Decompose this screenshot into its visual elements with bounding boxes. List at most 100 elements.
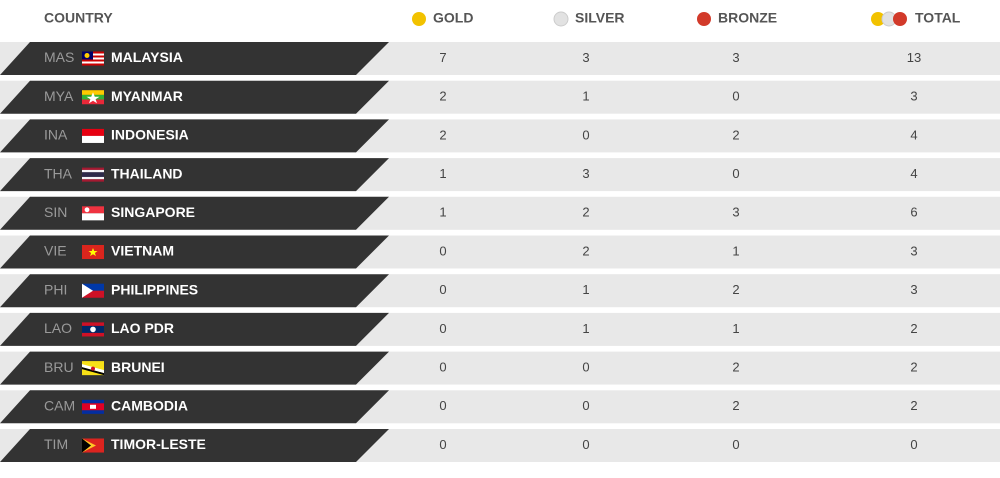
total-count: 3 — [910, 243, 917, 258]
table-row: PHI PHILIPPINES 0 1 2 3 — [0, 274, 1000, 308]
total-count: 2 — [910, 360, 917, 375]
gold-count: 1 — [439, 166, 446, 181]
country-code: THA — [44, 165, 73, 181]
total-count: 4 — [910, 166, 917, 181]
bronze-count: 3 — [732, 50, 739, 65]
flag — [82, 167, 104, 182]
country-name: VIETNAM — [111, 243, 174, 259]
flag-stripe — [82, 410, 104, 414]
flag-stripe — [82, 176, 104, 180]
country-code: MAS — [44, 49, 74, 65]
flag-emblem — [90, 404, 96, 409]
country-band — [0, 80, 389, 114]
country-band — [0, 390, 389, 424]
country-name: TIMOR-LESTE — [111, 436, 206, 452]
gold-count: 0 — [439, 321, 446, 336]
flag — [82, 51, 104, 66]
flag-emblem — [88, 248, 98, 256]
gold-count: 0 — [439, 437, 446, 452]
table-row: INA INDONESIA 2 0 2 4 — [0, 119, 1000, 153]
country-code: INA — [44, 127, 68, 143]
flag — [82, 206, 104, 221]
silver-count: 3 — [582, 166, 589, 181]
flag-emblem — [91, 366, 95, 371]
silver-count: 3 — [582, 50, 589, 65]
table-row: TIM TIMOR-LESTE 0 0 0 0 — [0, 429, 1000, 462]
flag-emblem — [84, 53, 90, 58]
bronze-count: 1 — [732, 243, 739, 258]
bronze-count: 1 — [732, 321, 739, 336]
table-row: LAO LAO PDR 0 1 1 2 — [0, 312, 1000, 346]
bronze-count: 2 — [732, 398, 739, 413]
flag-emblem — [82, 283, 93, 298]
total-count: 13 — [907, 50, 921, 65]
flag-emblem — [86, 92, 100, 104]
silver-count: 0 — [582, 437, 589, 452]
country-code: PHI — [44, 281, 67, 297]
total-count: 3 — [910, 282, 917, 297]
bronze-count: 3 — [732, 205, 739, 220]
header-total: TOTAL — [915, 10, 961, 26]
flag-emblem — [84, 207, 90, 213]
flag — [82, 90, 104, 105]
bronze-count: 0 — [732, 89, 739, 104]
flag — [82, 128, 104, 143]
country-name: SINGAPORE — [111, 204, 195, 220]
country-code: MYA — [44, 88, 74, 104]
bronze-count: 0 — [732, 166, 739, 181]
total-icon — [871, 11, 907, 27]
country-name: INDONESIA — [111, 127, 189, 143]
gold-count: 1 — [439, 205, 446, 220]
total-count: 6 — [910, 205, 917, 220]
country-name: BRUNEI — [111, 359, 165, 375]
header-gold: GOLD — [433, 10, 473, 26]
total-count: 4 — [910, 127, 917, 142]
gold-count: 7 — [439, 50, 446, 65]
gold-count: 0 — [439, 243, 446, 258]
bronze-icon — [697, 12, 711, 26]
total-count: 0 — [910, 437, 917, 452]
country-band — [0, 158, 389, 192]
country-name: MALAYSIA — [111, 49, 183, 65]
country-band — [0, 119, 389, 153]
country-name: THAILAND — [111, 165, 183, 181]
flag-stripe — [82, 290, 104, 298]
flag-emblem — [82, 438, 91, 453]
flag-stripe — [82, 59, 104, 62]
gold-count: 2 — [439, 127, 446, 142]
silver-count: 0 — [582, 360, 589, 375]
flag-stripe — [82, 169, 104, 173]
silver-count: 1 — [582, 282, 589, 297]
country-code: CAM — [44, 398, 75, 414]
flag — [82, 361, 104, 376]
gold-count: 0 — [439, 398, 446, 413]
gold-count: 0 — [439, 360, 446, 375]
gold-icon — [412, 12, 426, 26]
country-code: SIN — [44, 204, 67, 220]
table-row: CAM CAMBODIA 0 0 2 2 — [0, 390, 1000, 424]
total-count: 2 — [910, 321, 917, 336]
table-row: MAS MALAYSIA 7 3 3 13 — [0, 42, 1000, 75]
table-row: MYA MYANMAR 2 1 0 3 — [0, 80, 1000, 114]
silver-count: 0 — [582, 398, 589, 413]
country-code: TIM — [44, 436, 68, 452]
total-count: 2 — [910, 398, 917, 413]
country-name: LAO PDR — [111, 320, 174, 336]
flag-stripe — [82, 179, 104, 182]
flag — [82, 322, 104, 337]
country-band — [0, 196, 389, 230]
header-bronze: BRONZE — [718, 10, 777, 26]
bronze-count: 2 — [732, 282, 739, 297]
silver-icon — [553, 11, 569, 27]
header-country: COUNTRY — [44, 10, 113, 26]
flag-stripe — [82, 206, 104, 214]
bronze-count: 0 — [732, 437, 739, 452]
table-row: VIE VIETNAM 0 2 1 3 — [0, 235, 1000, 269]
country-band — [0, 351, 389, 385]
silver-count: 2 — [582, 243, 589, 258]
silver-count: 0 — [582, 127, 589, 142]
gold-count: 0 — [439, 282, 446, 297]
gold-count: 2 — [439, 89, 446, 104]
country-name: MYANMAR — [111, 88, 183, 104]
